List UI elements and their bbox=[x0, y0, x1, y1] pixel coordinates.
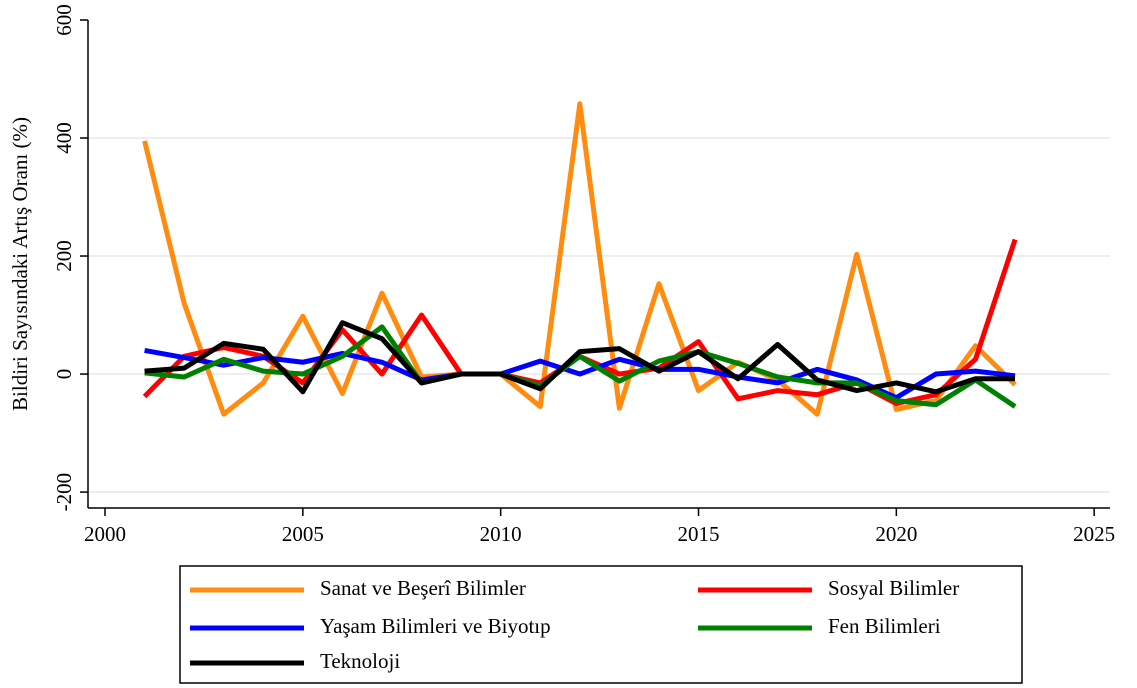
x-tick-label: 2020 bbox=[875, 522, 917, 546]
legend-label: Fen Bilimleri bbox=[828, 614, 941, 638]
y-tick-label: 600 bbox=[52, 4, 76, 36]
legend-label: Teknoloji bbox=[320, 649, 400, 673]
legend-box bbox=[179, 565, 1023, 684]
x-tick-label: 2015 bbox=[678, 522, 720, 546]
y-tick-label: 0 bbox=[52, 369, 76, 380]
x-tick-label: 2025 bbox=[1073, 522, 1115, 546]
legend-label: Yaşam Bilimleri ve Biyotıp bbox=[320, 614, 551, 638]
x-tick-label: 2000 bbox=[84, 522, 126, 546]
y-axis-label: Bildiri Sayısındaki Artış Oranı (%) bbox=[8, 117, 32, 411]
series-line bbox=[142, 238, 1018, 407]
series-line bbox=[142, 101, 1017, 417]
legend-label: Sosyal Bilimler bbox=[828, 576, 959, 600]
y-tick-label: 200 bbox=[52, 240, 76, 272]
x-tick-label: 2010 bbox=[480, 522, 522, 546]
legend-label: Sanat ve Beşerî Bilimler bbox=[320, 576, 526, 600]
y-tick-label: 400 bbox=[52, 122, 76, 154]
y-tick-label: -200 bbox=[52, 473, 76, 512]
series-line bbox=[144, 320, 1016, 395]
x-tick-label: 2005 bbox=[282, 522, 324, 546]
